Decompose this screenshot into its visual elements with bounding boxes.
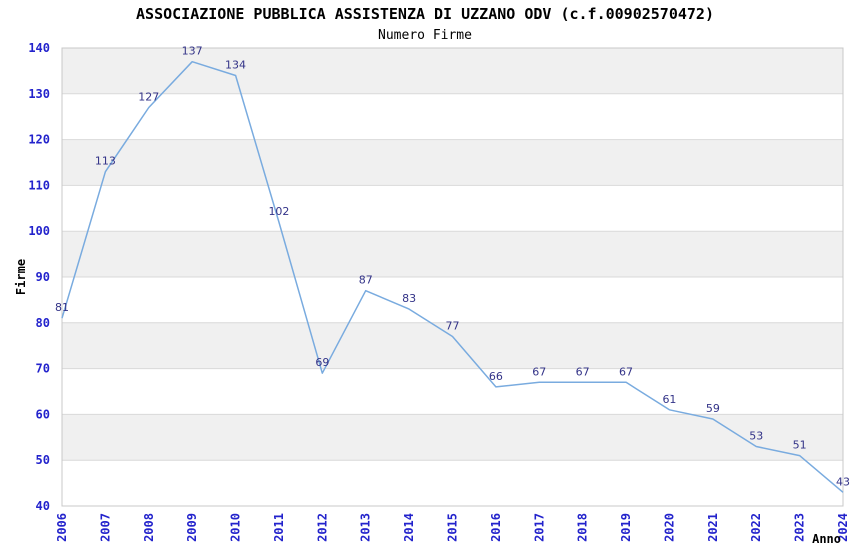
data-label: 59 xyxy=(706,402,720,415)
x-tick-label: 2012 xyxy=(315,513,329,542)
x-tick-label: 2021 xyxy=(706,513,720,542)
y-tick-label: 120 xyxy=(28,133,50,147)
y-tick-label: 80 xyxy=(36,316,50,330)
plot-frame xyxy=(61,47,844,507)
data-label: 87 xyxy=(359,274,373,287)
y-tick-label: 100 xyxy=(28,224,50,238)
data-label: 102 xyxy=(268,205,289,218)
data-label: 67 xyxy=(532,365,546,378)
x-tick-label: 2020 xyxy=(662,513,676,542)
x-tick-label: 2019 xyxy=(619,513,633,542)
x-tick-label: 2008 xyxy=(142,513,156,542)
band xyxy=(62,231,843,277)
plot-bands xyxy=(62,48,843,461)
data-series-line xyxy=(61,60,844,493)
chart-title: ASSOCIAZIONE PUBBLICA ASSISTENZA DI UZZA… xyxy=(136,5,714,23)
y-tick-label: 40 xyxy=(36,499,50,513)
chart-subtitle: Numero Firme xyxy=(378,28,472,43)
y-tick-label: 130 xyxy=(28,87,50,101)
band xyxy=(62,139,843,186)
x-tick-label: 2007 xyxy=(98,513,112,542)
frame xyxy=(61,47,844,507)
y-tick-label: 50 xyxy=(36,453,50,467)
data-label: 77 xyxy=(446,320,460,333)
data-label: 61 xyxy=(662,393,676,406)
data-label: 83 xyxy=(402,292,416,305)
x-axis-title: Anno xyxy=(812,532,841,546)
x-tick-label: 2022 xyxy=(749,513,763,542)
x-tick-label: 2010 xyxy=(229,513,243,542)
y-tick-label: 60 xyxy=(36,407,50,421)
data-label: 53 xyxy=(749,429,763,442)
data-label: 69 xyxy=(315,356,329,369)
series-line xyxy=(61,60,844,493)
axis-titles: Firme Anno xyxy=(14,259,841,546)
x-tick-label: 2014 xyxy=(402,513,416,542)
x-axis-tick-labels: 2006 2007 2008 2009 2010 2011 2012 2013 2014 2015… xyxy=(55,513,850,542)
data-label: 81 xyxy=(55,301,69,314)
data-label: 67 xyxy=(619,365,633,378)
data-label: 67 xyxy=(576,365,590,378)
data-label: 134 xyxy=(225,58,246,71)
x-tick-label: 2011 xyxy=(272,513,286,542)
x-tick-label: 2006 xyxy=(55,513,69,542)
band xyxy=(62,414,843,461)
x-tick-label: 2015 xyxy=(446,513,460,542)
data-point-labels: 81 113 127 137 134 102 69 87 83 77 66 67 67 67 61 59 53 5… xyxy=(55,45,850,489)
data-label: 51 xyxy=(793,439,807,452)
x-tick-label: 2023 xyxy=(793,513,807,542)
y-tick-label: 110 xyxy=(28,178,50,192)
y-tick-label: 140 xyxy=(28,41,50,55)
y-axis-tick-labels: 40 50 60 70 80 90 100 110 120 130 140 xyxy=(28,41,50,513)
band xyxy=(62,48,843,94)
x-tick-label: 2009 xyxy=(185,513,199,542)
data-label: 66 xyxy=(489,370,503,383)
x-tick-label: 2018 xyxy=(576,513,590,542)
y-tick-label: 90 xyxy=(36,270,50,284)
y-tick-label: 70 xyxy=(36,362,50,376)
data-label: 43 xyxy=(836,475,850,488)
y-axis-title: Firme xyxy=(14,259,28,295)
x-tick-label: 2016 xyxy=(489,513,503,542)
band xyxy=(62,322,843,369)
data-label: 113 xyxy=(95,155,116,168)
x-tick-label: 2017 xyxy=(532,513,546,542)
data-label: 137 xyxy=(182,45,203,58)
x-tick-label: 2024 xyxy=(836,513,850,542)
x-tick-label: 2013 xyxy=(359,513,373,542)
data-label: 127 xyxy=(138,91,159,104)
